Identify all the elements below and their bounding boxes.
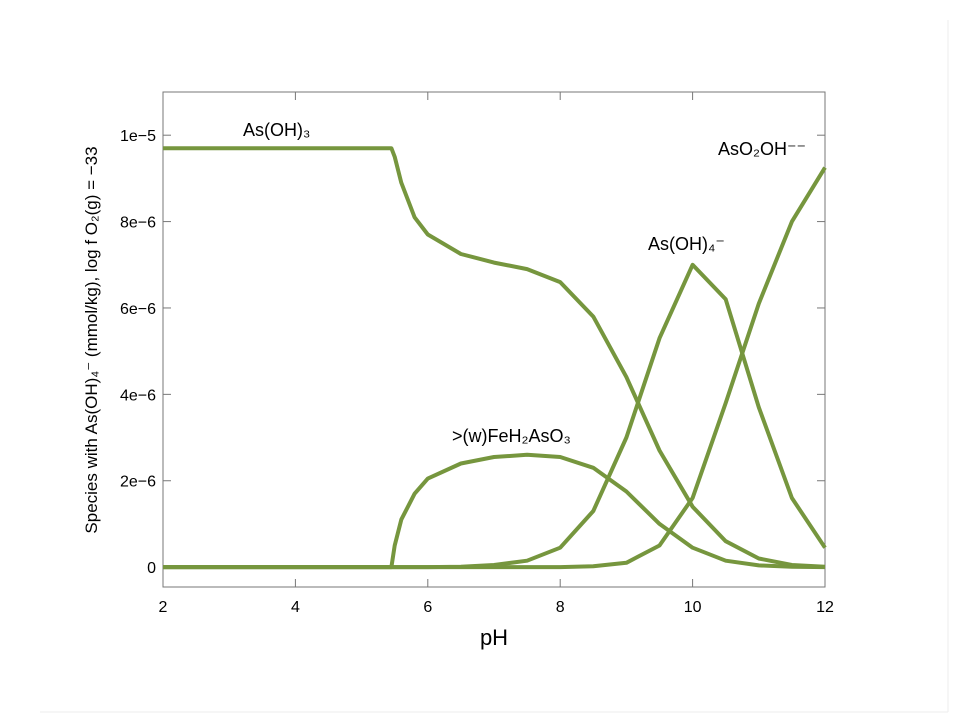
y-tick-label: 1e−5 (120, 128, 156, 145)
plot-frame (162, 91, 826, 588)
series-line (163, 166, 827, 570)
series-label: As(OH)₄⁻ (648, 234, 725, 254)
y-tick-label: 2e−6 (120, 474, 156, 491)
x-tick-label: 8 (556, 599, 565, 616)
x-tick-label: 6 (423, 599, 432, 616)
x-axis-title: pH (480, 625, 508, 650)
series-label: AsO₂OH⁻⁻ (718, 139, 806, 159)
x-tick-label: 10 (684, 599, 702, 616)
y-tick-label: 6e−6 (120, 301, 156, 318)
series-label: As(OH)₃ (243, 120, 310, 140)
series-label: >(w)FeH₂AsO₃ (452, 426, 571, 446)
y-axis-title: Species with As(OH)₄⁻ (mmol/kg), log f O… (82, 146, 101, 533)
x-tick-label: 2 (159, 599, 168, 616)
x-tick-label: 4 (291, 599, 300, 616)
y-tick-label: 0 (147, 560, 156, 577)
y-tick-label: 8e−6 (120, 215, 156, 232)
x-tick-label: 12 (816, 599, 834, 616)
series-line (163, 146, 826, 569)
y-tick-label: 4e−6 (120, 387, 156, 404)
